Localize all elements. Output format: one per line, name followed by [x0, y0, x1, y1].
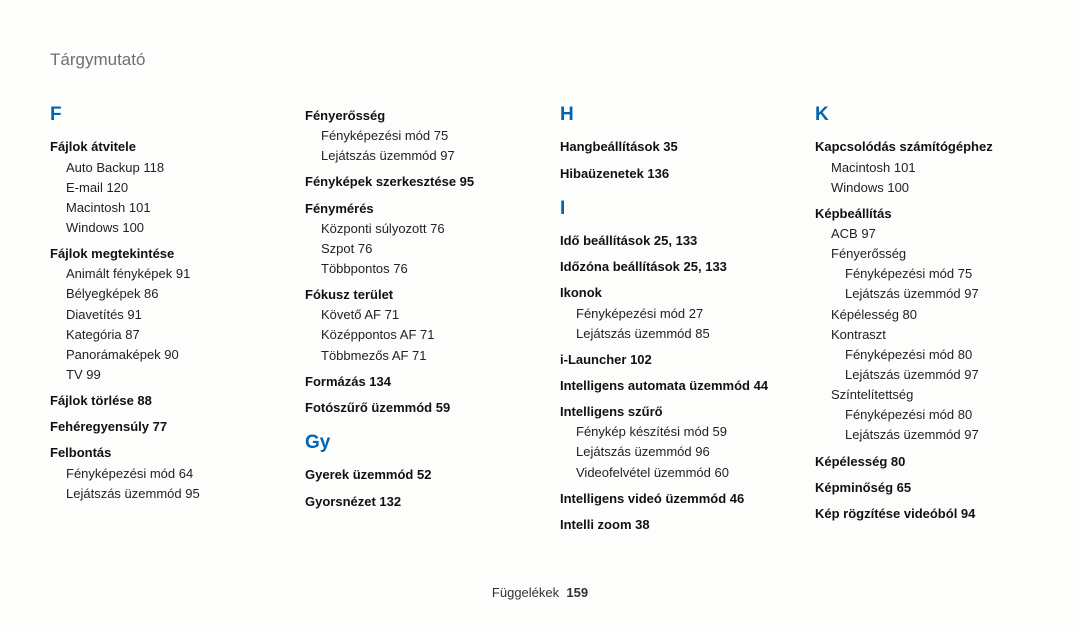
index-topic: Hangbeállítások 35	[560, 137, 775, 157]
index-topic: Kép rögzítése videóból 94	[815, 504, 1030, 524]
index-topic: Fényerősség	[305, 106, 520, 126]
index-topic: Fehéregyensúly 77	[50, 417, 265, 437]
index-sub-item: Macintosh 101	[50, 198, 265, 218]
index-sub-item: E-mail 120	[50, 178, 265, 198]
index-letter: I	[560, 194, 775, 223]
index-sub-item: Fényképezési mód 27	[560, 304, 775, 324]
index-sub-item: Lejátszás üzemmód 97	[305, 146, 520, 166]
index-sub-item: Macintosh 101	[815, 158, 1030, 178]
index-sub-item: TV 99	[50, 365, 265, 385]
index-sub-sub-item: Fényképezési mód 80	[815, 405, 1030, 425]
index-sub-item: Auto Backup 118	[50, 158, 265, 178]
index-topic: Intelligens videó üzemmód 46	[560, 489, 775, 509]
index-sub-item: Panorámaképek 90	[50, 345, 265, 365]
index-topic: Fényképek szerkesztése 95	[305, 172, 520, 192]
index-sub-item: Képélesség 80	[815, 305, 1030, 325]
column-4: K Kapcsolódás számítógéphezMacintosh 101W…	[815, 100, 1030, 535]
footer-page: 159	[566, 585, 588, 600]
index-topic: Intelli zoom 38	[560, 515, 775, 535]
index-topic: Intelligens automata üzemmód 44	[560, 376, 775, 396]
index-sub-item: Diavetítés 91	[50, 305, 265, 325]
index-sub-item: Bélyegképek 86	[50, 284, 265, 304]
index-sub-item: Követő AF 71	[305, 305, 520, 325]
index-sub-item: Szpot 76	[305, 239, 520, 259]
index-sub-item: Windows 100	[50, 218, 265, 238]
index-sub-head: Fényerősség	[815, 244, 1030, 264]
index-sub-item: Fényképezési mód 64	[50, 464, 265, 484]
column-3: H Hangbeállítások 35 Hibaüzenetek 136 I Idő …	[560, 100, 775, 535]
index-sub-item: Fényképezési mód 75	[305, 126, 520, 146]
index-topic: Képbeállítás	[815, 204, 1030, 224]
index-sub-head: Kontraszt	[815, 325, 1030, 345]
index-topic: Képminőség 65	[815, 478, 1030, 498]
index-sub-item: Középpontos AF 71	[305, 325, 520, 345]
index-sub-item: Többmezős AF 71	[305, 346, 520, 366]
index-sub-item: Fénykép készítési mód 59	[560, 422, 775, 442]
index-topic: Formázás 134	[305, 372, 520, 392]
index-sub-item: Központi súlyozott 76	[305, 219, 520, 239]
index-topic: Fotószűrő üzemmód 59	[305, 398, 520, 418]
index-topic: Hibaüzenetek 136	[560, 164, 775, 184]
index-topic: Intelligens szűrő	[560, 402, 775, 422]
index-columns: F Fájlok átviteleAuto Backup 118E-mail 12…	[50, 100, 1030, 535]
index-sub-item: Videofelvétel üzemmód 60	[560, 463, 775, 483]
index-sub-sub-item: Fényképezési mód 80	[815, 345, 1030, 365]
footer: Függelékek 159	[0, 585, 1080, 600]
index-topic: Gyorsnézet 132	[305, 492, 520, 512]
index-topic: Fájlok törlése 88	[50, 391, 265, 411]
index-sub-sub-item: Lejátszás üzemmód 97	[815, 365, 1030, 385]
index-topic: Gyerek üzemmód 52	[305, 465, 520, 485]
index-sub-item: Windows 100	[815, 178, 1030, 198]
index-letter: F	[50, 100, 265, 129]
index-topic: i-Launcher 102	[560, 350, 775, 370]
index-topic: Ikonok	[560, 283, 775, 303]
index-letter: Gy	[305, 428, 520, 457]
index-topic: Idő beállítások 25, 133	[560, 231, 775, 251]
index-sub-head: Színtelítettség	[815, 385, 1030, 405]
index-letter: K	[815, 100, 1030, 129]
index-topic: Képélesség 80	[815, 452, 1030, 472]
index-sub-item: Többpontos 76	[305, 259, 520, 279]
index-sub-item: ACB 97	[815, 224, 1030, 244]
column-2: FényerősségFényképezési mód 75Lejátszás …	[305, 100, 520, 535]
index-sub-item: Lejátszás üzemmód 85	[560, 324, 775, 344]
page-title: Tárgymutató	[50, 50, 145, 70]
index-topic: Fénymérés	[305, 199, 520, 219]
column-1: F Fájlok átviteleAuto Backup 118E-mail 12…	[50, 100, 265, 535]
index-letter: H	[560, 100, 775, 129]
index-topic: Fájlok átvitele	[50, 137, 265, 157]
index-sub-item: Lejátszás üzemmód 95	[50, 484, 265, 504]
index-sub-item: Lejátszás üzemmód 96	[560, 442, 775, 462]
index-topic: Kapcsolódás számítógéphez	[815, 137, 1030, 157]
footer-label: Függelékek	[492, 585, 559, 600]
index-sub-sub-item: Lejátszás üzemmód 97	[815, 425, 1030, 445]
index-sub-sub-item: Lejátszás üzemmód 97	[815, 284, 1030, 304]
index-sub-item: Animált fényképek 91	[50, 264, 265, 284]
index-topic: Fókusz terület	[305, 285, 520, 305]
index-sub-sub-item: Fényképezési mód 75	[815, 264, 1030, 284]
index-topic: Fájlok megtekintése	[50, 244, 265, 264]
index-topic: Időzóna beállítások 25, 133	[560, 257, 775, 277]
index-topic: Felbontás	[50, 443, 265, 463]
index-sub-item: Kategória 87	[50, 325, 265, 345]
